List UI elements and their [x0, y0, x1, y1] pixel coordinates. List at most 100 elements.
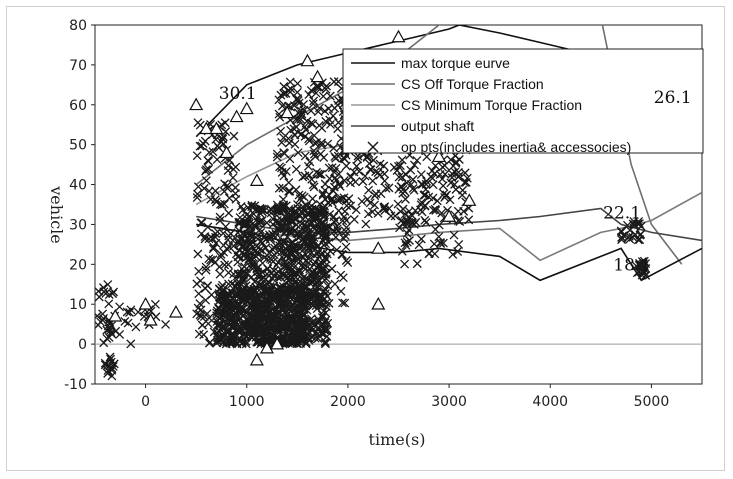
op-point	[228, 164, 238, 174]
op-point	[202, 281, 212, 291]
op-point	[256, 308, 266, 318]
op-point	[219, 247, 229, 257]
op-point	[417, 207, 427, 217]
op-point	[212, 338, 222, 348]
op-point	[291, 94, 301, 104]
op-point	[320, 289, 330, 299]
op-point	[111, 326, 121, 336]
op-point	[333, 118, 343, 127]
op-point	[109, 287, 119, 297]
op-point	[437, 208, 447, 218]
op-point	[319, 208, 329, 218]
op-point	[638, 266, 648, 276]
op-point	[100, 358, 110, 368]
op-point	[637, 263, 647, 273]
op-point	[325, 91, 335, 101]
op-point	[332, 224, 342, 234]
op-point	[197, 218, 207, 228]
op-point	[306, 106, 316, 116]
op-point	[123, 318, 133, 328]
op-point	[286, 125, 296, 135]
op-point	[412, 259, 422, 269]
op-point	[211, 197, 221, 207]
op-point	[397, 155, 407, 165]
op-point	[281, 321, 290, 331]
op-point	[400, 238, 410, 248]
op-point	[239, 276, 249, 286]
op-point	[224, 193, 234, 203]
triangle-point	[138, 296, 153, 310]
op-point	[279, 202, 289, 211]
op-point	[286, 205, 296, 215]
op-point	[310, 269, 320, 279]
op-point	[296, 106, 306, 116]
op-point	[286, 247, 296, 257]
op-point	[98, 315, 108, 325]
op-point	[295, 284, 304, 294]
op-point	[247, 258, 257, 268]
op-point	[192, 151, 202, 161]
op-point	[315, 103, 324, 113]
op-point	[243, 288, 253, 298]
triangle-point	[442, 209, 457, 222]
scatter-chart: 0 1000 2000 3000 4000 5000 -10 0 10 20 30 40 50 60 70…	[47, 18, 704, 449]
op-point	[331, 175, 341, 185]
op-point	[306, 85, 316, 95]
op-point	[312, 292, 322, 302]
op-point	[400, 259, 410, 269]
op-point	[204, 338, 214, 348]
op-point	[320, 233, 330, 243]
op-point	[380, 206, 390, 215]
op-point	[296, 114, 306, 124]
op-point	[280, 289, 290, 299]
op-point	[281, 88, 291, 98]
op-point	[221, 127, 231, 137]
op-point	[397, 246, 407, 256]
op-point	[313, 261, 323, 271]
op-point	[305, 278, 315, 288]
op-point	[125, 308, 134, 317]
op-point	[438, 162, 448, 172]
op-point	[428, 193, 438, 203]
op-point	[103, 280, 113, 289]
op-point	[122, 307, 132, 317]
y-tick-label: -10	[64, 377, 87, 393]
op-point	[232, 278, 242, 288]
x-axis-label: time(s)	[369, 430, 426, 449]
op-point	[310, 138, 320, 148]
op-point	[438, 181, 448, 191]
op-point	[266, 208, 276, 218]
op-point	[215, 310, 225, 320]
op-point	[323, 281, 333, 291]
op-point	[258, 205, 268, 215]
op-point	[293, 320, 303, 330]
op-point	[384, 204, 394, 214]
op-point	[256, 325, 266, 335]
op-point	[269, 271, 279, 281]
op-point	[252, 291, 262, 301]
annotation-label: 30.1	[219, 84, 257, 104]
op-point	[293, 317, 303, 327]
op-point	[352, 161, 362, 171]
op-point	[317, 328, 326, 338]
op-point	[453, 216, 463, 226]
op-point	[299, 275, 309, 285]
triangle-point	[229, 109, 244, 123]
op-point	[285, 226, 295, 236]
op-point	[265, 235, 275, 244]
legend-label: CS Off Torque Fraction	[401, 76, 544, 92]
op-point	[340, 206, 350, 216]
op-point	[313, 275, 323, 285]
op-point	[284, 314, 294, 324]
op-point	[197, 141, 207, 151]
op-point	[201, 176, 211, 186]
op-point	[201, 265, 211, 275]
op-point	[340, 298, 350, 308]
op-point	[239, 330, 249, 340]
op-point	[255, 224, 265, 234]
op-point	[293, 200, 303, 210]
op-point	[457, 190, 467, 200]
triangle-point	[239, 101, 254, 115]
op-point	[255, 280, 265, 289]
op-point	[277, 167, 287, 177]
